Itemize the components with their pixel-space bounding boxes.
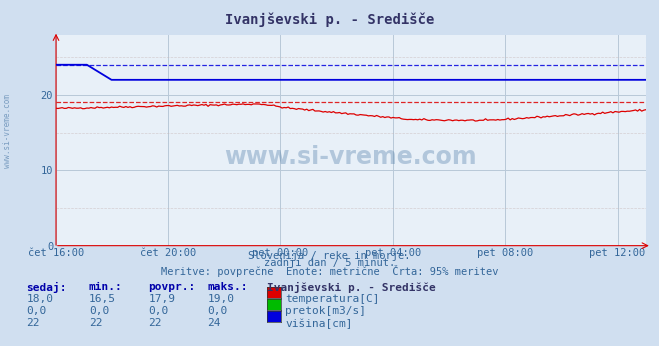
Text: sedaj:: sedaj: [26,282,67,293]
Text: 0,0: 0,0 [26,306,47,316]
Text: maks.:: maks.: [208,282,248,292]
Text: 19,0: 19,0 [208,294,235,304]
Text: višina[cm]: višina[cm] [285,318,353,329]
Text: 18,0: 18,0 [26,294,53,304]
Text: www.si-vreme.com: www.si-vreme.com [3,94,13,169]
Text: 16,5: 16,5 [89,294,116,304]
Text: temperatura[C]: temperatura[C] [285,294,380,304]
Text: Meritve: povprečne  Enote: metrične  Črta: 95% meritev: Meritve: povprečne Enote: metrične Črta:… [161,265,498,277]
Text: 22: 22 [148,318,161,328]
Text: 24: 24 [208,318,221,328]
Text: povpr.:: povpr.: [148,282,196,292]
Text: 0,0: 0,0 [89,306,109,316]
Text: Slovenija / reke in morje.: Slovenija / reke in morje. [248,251,411,261]
Text: zadnji dan / 5 minut.: zadnji dan / 5 minut. [264,258,395,268]
Text: pretok[m3/s]: pretok[m3/s] [285,306,366,316]
Text: 17,9: 17,9 [148,294,175,304]
Text: 22: 22 [26,318,40,328]
Text: min.:: min.: [89,282,123,292]
Text: 0,0: 0,0 [148,306,169,316]
Text: Ivanjševski p. - Središče: Ivanjševski p. - Središče [267,282,436,293]
Text: 22: 22 [89,318,102,328]
Text: www.si-vreme.com: www.si-vreme.com [225,145,477,169]
Text: 0,0: 0,0 [208,306,228,316]
Text: Ivanjševski p. - Središče: Ivanjševski p. - Središče [225,12,434,27]
